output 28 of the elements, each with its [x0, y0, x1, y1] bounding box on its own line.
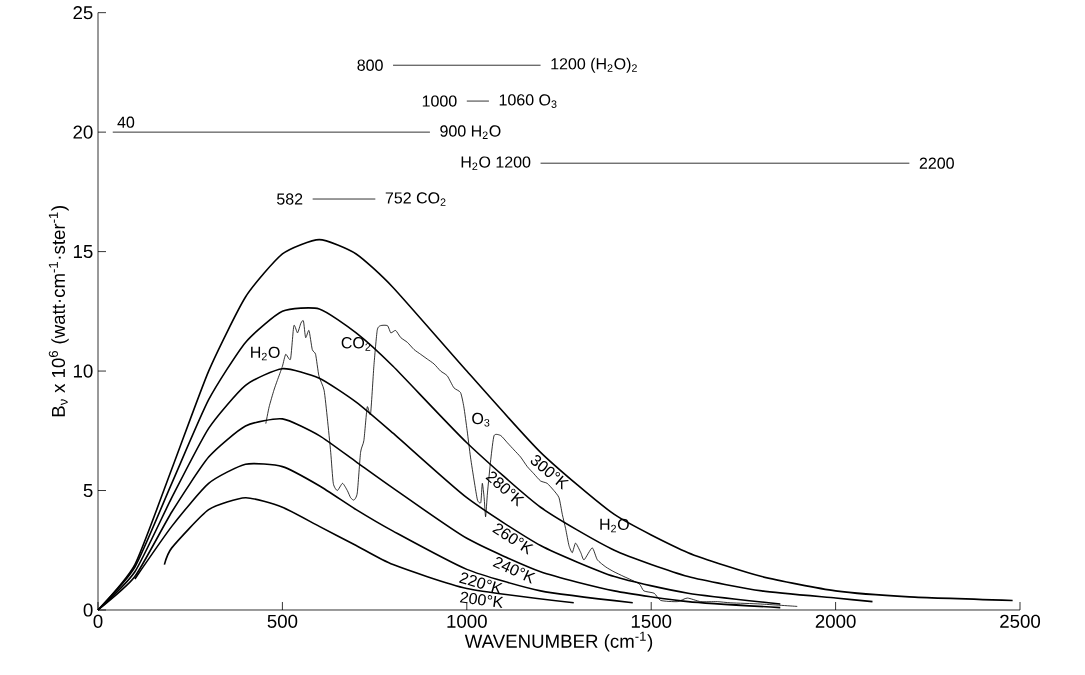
- annotation: 582: [277, 193, 303, 205]
- x-tick-label: 1000: [447, 614, 487, 628]
- text: 200°K: [459, 591, 504, 609]
- annotation: 900 H$_{2}$O: [440, 125, 501, 139]
- annotation: H$_{2}$O: [251, 346, 280, 361]
- y-tick-label: 20: [73, 125, 93, 139]
- annotation: 1060 O$_{3}$: [499, 94, 557, 108]
- annotation: 752 CO$_{2}$: [385, 192, 446, 206]
- y-tick-label: 15: [73, 245, 93, 259]
- y-tick-label: 10: [73, 364, 93, 378]
- y-tick-label: 25: [73, 6, 93, 20]
- annotation: 1200 (H$_{2}$O)$_{2}$: [551, 57, 637, 73]
- x-axis-title: WAVENUMBER (cm$^{-1}$): [464, 631, 653, 652]
- x-tick-label: 0: [93, 614, 103, 628]
- annotation: 800: [357, 59, 383, 71]
- annotation: O$_{3}$: [472, 412, 490, 427]
- x-tick-label: 500: [267, 614, 298, 628]
- x-tick-label: 1500: [631, 614, 672, 628]
- annotation: H$_{2}$O 1200: [461, 156, 531, 170]
- text: B$_{ν}$ x 10$^{6}$ (watt·cm$^{-1}$·ster$^{-1}$): [48, 206, 69, 417]
- annotation: 1000: [422, 95, 457, 107]
- x-tick-label: 2000: [815, 614, 856, 628]
- y-tick-label: 5: [83, 484, 93, 498]
- annotation: 40: [117, 116, 135, 128]
- x-tick-label: 2500: [1000, 614, 1041, 628]
- y-tick-label: 0: [83, 603, 93, 617]
- annotation: 2200: [919, 157, 954, 169]
- annotation: H$_{2}$O: [600, 518, 629, 533]
